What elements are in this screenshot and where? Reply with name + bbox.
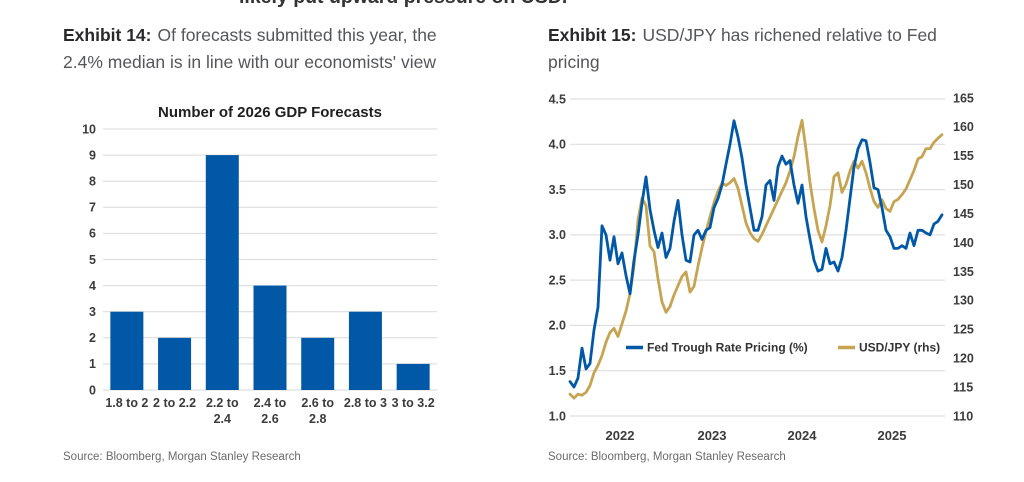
x-axis-year-tick: 2023 (698, 428, 727, 443)
right-axis-tick: 115 (953, 380, 973, 394)
bar-y-tick: 7 (89, 201, 96, 215)
bar-y-tick: 2 (89, 331, 96, 345)
bar-2.6-to-2.8 (301, 337, 335, 390)
legend-label-usdjpy: USD/JPY (rhs) (859, 341, 940, 355)
left-axis-tick: 3.5 (549, 183, 566, 197)
left-axis-tick: 4.5 (549, 92, 566, 106)
bar-x-tick-line2: 2.4 (214, 412, 231, 426)
bar-y-tick: 1 (89, 357, 96, 371)
legend-label-fed-trough: Fed Trough Rate Pricing (%) (647, 341, 808, 355)
bar-y-tick: 8 (89, 175, 96, 189)
left-axis-tick: 1.0 (549, 409, 566, 423)
exhibit15-description-line2: pricing (548, 52, 600, 72)
right-axis-tick: 160 (953, 120, 974, 134)
bar-2-to-2.2 (158, 337, 192, 390)
right-axis-tick: 135 (953, 265, 974, 279)
exhibit15-source: Source: Bloomberg, Morgan Stanley Resear… (548, 451, 786, 463)
bar-chart-title: Number of 2026 GDP Forecasts (158, 104, 382, 121)
exhibit15-label: Exhibit 15: (548, 25, 637, 45)
x-axis-year-tick: 2024 (788, 428, 818, 443)
bar-2.2-to-2.4 (205, 155, 239, 390)
bar-y-tick: 6 (89, 227, 96, 241)
right-axis-tick: 165 (953, 91, 974, 105)
exhibit15-description-line1: USD/JPY has richened relative to Fed (642, 25, 937, 45)
bar-x-tick: 2.6 to (301, 396, 334, 410)
left-axis-tick: 1.5 (549, 364, 566, 378)
left-axis-tick: 2.5 (549, 273, 566, 287)
right-axis-tick: 145 (953, 207, 974, 221)
exhibit14-caption: Exhibit 14: Of forecasts submitted this y… (63, 22, 515, 76)
right-axis-tick: 140 (953, 236, 974, 250)
right-axis-tick: 150 (953, 178, 974, 192)
bar-2.8-to-3 (348, 311, 382, 390)
bar-x-tick-line2: 2.8 (309, 412, 326, 426)
bar-y-tick: 10 (82, 122, 96, 136)
bar-x-tick: 3 to 3.2 (392, 396, 435, 410)
bar-2.4-to-2.6 (253, 285, 287, 390)
bar-x-tick: 2.8 to 3 (344, 396, 387, 410)
bar-x-tick: 2.4 to (254, 396, 287, 410)
bar-x-tick: 1.8 to 2 (105, 396, 148, 410)
fed-usdjpy-line-chart: 4.5 4.0 3.5 3.0 2.5 2.0 1.5 1.0 165 160 155 150 145 1… (549, 91, 974, 443)
bar-x-tick: 2 to 2.2 (153, 396, 196, 410)
right-axis-tick: 110 (953, 409, 973, 423)
exhibit14-description-line1: Of forecasts submitted this year, the (157, 25, 437, 45)
gdp-forecast-bar-chart: 0 1 2 3 4 5 6 7 8 9 10 1.8 to 2 2 to 2.2 2.2 to 2.4 2.4… (82, 122, 437, 426)
usdjpy-line (568, 118, 944, 400)
fed-trough-rate-line (568, 119, 944, 389)
bar-y-tick: 4 (89, 279, 96, 293)
right-axis-tick: 155 (953, 149, 974, 163)
x-axis-year-tick: 2025 (878, 428, 907, 443)
bar-y-tick: 0 (89, 383, 96, 397)
exhibit14-label: Exhibit 14: (63, 25, 152, 45)
left-axis-tick: 4.0 (549, 138, 566, 152)
clipped-paragraph-text: likely put upward pressure on USD. (239, 0, 567, 9)
bar-x-tick: 2.2 to (206, 396, 239, 410)
exhibit14-description-line2: 2.4% median is in line with our economis… (63, 52, 436, 72)
bar-y-tick: 3 (89, 305, 96, 319)
x-axis-year-tick: 2022 (606, 428, 635, 443)
left-axis-tick: 2.0 (549, 319, 566, 333)
right-axis-tick: 130 (953, 294, 974, 308)
bar-3-to-3.2 (396, 363, 430, 390)
bar-1.8-to-2 (110, 311, 144, 390)
bar-x-tick-line2: 2.6 (261, 412, 278, 426)
left-axis-tick: 3.0 (549, 228, 566, 242)
right-axis-tick: 125 (953, 323, 974, 337)
exhibit14-source: Source: Bloomberg, Morgan Stanley Resear… (63, 451, 301, 463)
bar-y-tick: 9 (89, 148, 96, 162)
bar-y-tick: 5 (89, 253, 96, 267)
right-axis-tick: 120 (953, 351, 974, 365)
exhibit15-caption: Exhibit 15: USD/JPY has richened relative… (548, 22, 1000, 76)
